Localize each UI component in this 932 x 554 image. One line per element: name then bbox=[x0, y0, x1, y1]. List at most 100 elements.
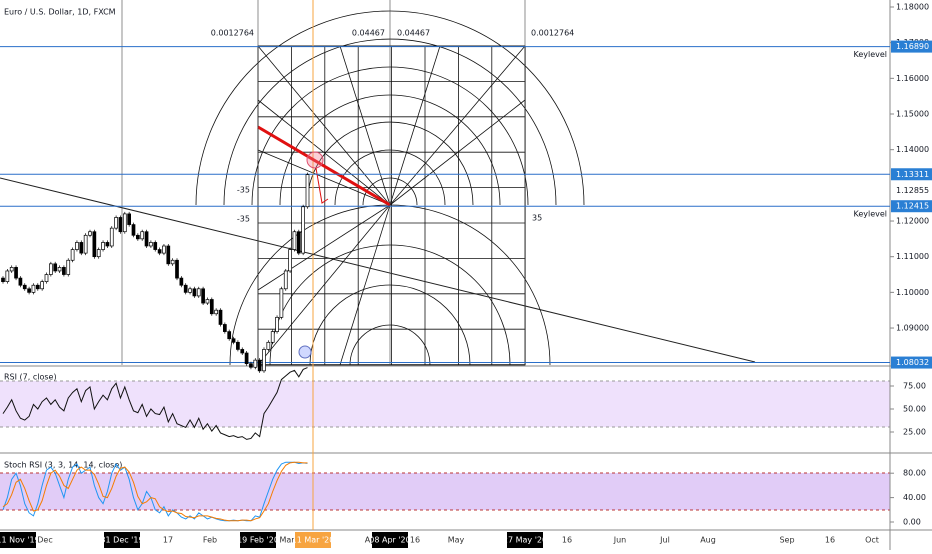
candle bbox=[88, 231, 92, 236]
candle bbox=[162, 245, 166, 254]
candle bbox=[22, 284, 27, 290]
candle bbox=[249, 363, 253, 368]
candle bbox=[44, 274, 49, 283]
candle bbox=[131, 224, 136, 236]
x-tick-label: 08 Apr '20 bbox=[369, 536, 410, 545]
candle bbox=[136, 234, 140, 240]
y-tick-label: 1.09000 bbox=[896, 324, 929, 333]
candle bbox=[27, 288, 31, 293]
candle bbox=[179, 277, 184, 286]
gann-fan bbox=[195, 10, 585, 366]
stoch-band bbox=[0, 473, 890, 510]
candle bbox=[35, 284, 40, 290]
y-tick-label: 1.14000 bbox=[896, 145, 929, 154]
x-tick-label: Aug bbox=[700, 536, 716, 545]
candle bbox=[231, 338, 236, 343]
gann-ray bbox=[257, 45, 391, 206]
candle bbox=[257, 359, 262, 372]
last-price-label: 1.12855 bbox=[896, 186, 929, 195]
candle bbox=[253, 359, 258, 368]
candle bbox=[279, 288, 284, 318]
y-tick-label: 1.12000 bbox=[896, 217, 929, 226]
x-tick-label: 19 Feb '20 bbox=[237, 536, 279, 545]
candle bbox=[114, 217, 118, 229]
candle bbox=[153, 242, 158, 250]
candle bbox=[1, 277, 5, 283]
x-tick-label: 16 bbox=[825, 536, 835, 545]
candle bbox=[223, 324, 227, 332]
time-badge bbox=[372, 532, 408, 548]
candle bbox=[188, 288, 192, 293]
level-label: 1.13311 bbox=[896, 170, 929, 179]
candle bbox=[236, 341, 240, 350]
candle bbox=[57, 267, 62, 272]
symbol-title: Euro / U.S. Dollar, 1D, FXCM bbox=[4, 8, 116, 17]
x-tick-label: 11 Nov '19 bbox=[0, 536, 40, 545]
marker-circle bbox=[306, 151, 324, 169]
fan-label: -35 bbox=[237, 186, 250, 195]
candle bbox=[175, 259, 179, 279]
level-tag: Keylevel bbox=[853, 50, 887, 59]
y-tick-label: 25.00 bbox=[903, 428, 926, 437]
event-icon bbox=[298, 345, 312, 359]
level-badge bbox=[891, 200, 932, 213]
candle bbox=[127, 213, 132, 225]
candle bbox=[227, 331, 232, 340]
x-tick-label: Jul bbox=[659, 536, 670, 545]
gann-ray bbox=[339, 204, 391, 366]
gann-ray bbox=[257, 99, 391, 206]
candle bbox=[157, 249, 162, 254]
time-badge bbox=[0, 532, 36, 548]
fan-label: -35 bbox=[237, 215, 250, 224]
y-tick-label: 0.00 bbox=[903, 518, 921, 527]
candle bbox=[244, 352, 249, 365]
candle bbox=[205, 299, 210, 304]
candle bbox=[101, 242, 105, 250]
gann-ray bbox=[257, 149, 391, 206]
candle bbox=[109, 227, 114, 247]
candle bbox=[31, 284, 36, 293]
candle bbox=[196, 288, 201, 297]
candle bbox=[262, 349, 266, 372]
arrow bbox=[315, 167, 329, 204]
candle bbox=[9, 267, 14, 272]
level-badge bbox=[891, 168, 932, 181]
trend-line bbox=[0, 177, 756, 363]
candle bbox=[40, 281, 45, 290]
x-tick-label: Ap bbox=[365, 536, 376, 545]
pane-title: RSI (7, close) bbox=[4, 373, 57, 382]
candle bbox=[301, 206, 305, 254]
y-tick-label: 50.00 bbox=[903, 405, 926, 414]
x-tick-label: Jun bbox=[613, 536, 627, 545]
candle bbox=[288, 249, 292, 272]
candle bbox=[209, 299, 214, 315]
x-tick-label: 11 Mar '20 bbox=[292, 536, 335, 545]
gann-ray bbox=[389, 99, 526, 206]
candle bbox=[118, 217, 123, 233]
candle bbox=[292, 231, 297, 250]
candle bbox=[96, 249, 101, 258]
y-tick-label: 75.00 bbox=[903, 382, 926, 391]
candle bbox=[149, 242, 153, 247]
fan-label: 0.0012764 bbox=[531, 29, 574, 38]
candle bbox=[266, 341, 271, 350]
time-badge bbox=[240, 532, 276, 548]
candle bbox=[305, 174, 310, 208]
candle bbox=[105, 242, 110, 247]
candle bbox=[201, 288, 205, 304]
time-badge bbox=[507, 532, 543, 548]
x-tick-label: 17 bbox=[163, 536, 173, 545]
candle bbox=[122, 213, 127, 233]
rsi-band bbox=[0, 381, 890, 427]
gann-ray bbox=[389, 45, 441, 206]
candle bbox=[283, 270, 288, 290]
fan-label: 0.04467 bbox=[352, 29, 385, 38]
x-tick-label: Dec bbox=[37, 536, 52, 545]
candle bbox=[170, 259, 175, 265]
pane-title: Stoch RSI (3, 3, 14, 14, close) bbox=[4, 461, 122, 470]
candle bbox=[62, 267, 66, 275]
level-label: 1.16890 bbox=[896, 42, 929, 51]
candle bbox=[192, 288, 197, 297]
candle bbox=[144, 231, 149, 247]
y-tick-label: 1.11000 bbox=[896, 252, 929, 261]
